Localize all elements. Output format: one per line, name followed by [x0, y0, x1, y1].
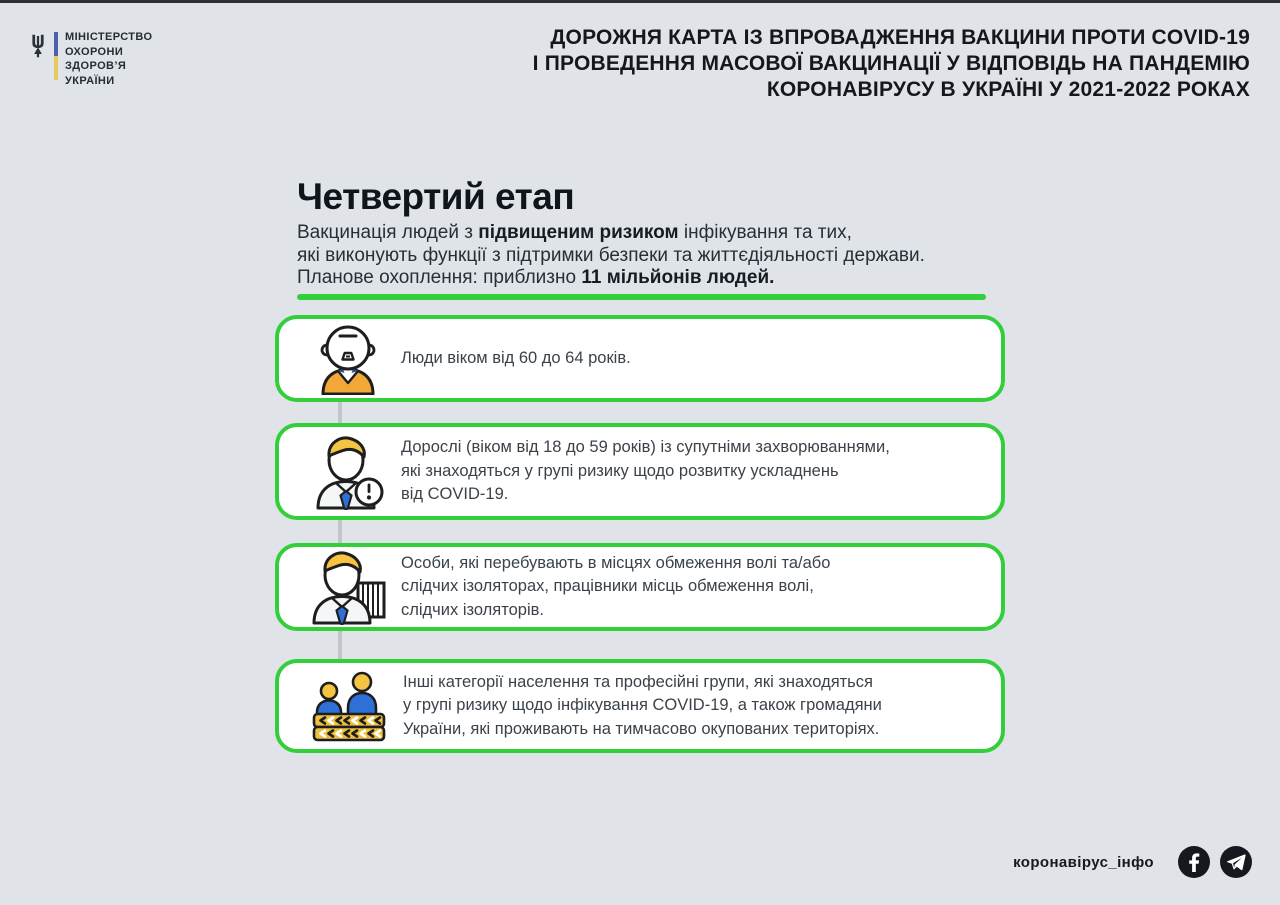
- card-text-line: які знаходяться у групі ризику щодо розв…: [401, 461, 839, 480]
- logo-line: МІНІСТЕРСТВО: [65, 31, 153, 43]
- card-text: Особи, які перебувають в місцях обмеженн…: [401, 552, 830, 623]
- telegram-icon[interactable]: [1220, 846, 1252, 878]
- elderly-man-icon: [309, 323, 387, 395]
- ukraine-trident-icon: [32, 34, 44, 58]
- card-text-line: слідчих ізоляторів.: [401, 600, 544, 619]
- roadmap-headline: ДОРОЖНЯ КАРТА ІЗ ВПРОВАДЖЕННЯ ВАКЦИНИ ПР…: [533, 25, 1250, 103]
- intro-text: які виконують функції з підтримки безпек…: [297, 244, 925, 266]
- card-text-line: Інші категорії населення та професійні г…: [403, 672, 873, 691]
- crowd-icon: [309, 670, 389, 742]
- stage-cards: Люди віком від 60 до 64 років. Дорослі (…: [275, 315, 1005, 753]
- card-text: Люди віком від 60 до 64 років.: [401, 347, 631, 371]
- footer: коронавірус_інфо: [1013, 844, 1252, 880]
- intro-text: Вакцинація людей з: [297, 222, 479, 243]
- logo-line: ЗДОРОВ’Я: [65, 60, 127, 72]
- top-edge-strip: [0, 0, 1280, 3]
- card-adults-comorbidities: Дорослі (віком від 18 до 59 років) із су…: [275, 423, 1005, 520]
- card-text: Дорослі (віком від 18 до 59 років) із су…: [401, 436, 890, 507]
- ministry-logo: МІНІСТЕРСТВО ОХОРОНИ ЗДОРОВ’Я УКРАЇНИ: [30, 30, 152, 88]
- intro-bold-coverage: 11 мільйонів людей.: [581, 267, 775, 288]
- card-text-line: Особи, які перебувають в місцях обмеженн…: [401, 553, 831, 572]
- adult-with-warning-icon: [309, 434, 387, 510]
- card-text-line: Люди віком від 60 до 64 років.: [401, 348, 631, 367]
- headline-line: КОРОНАВІРУСУ В УКРАЇНІ У 2021-2022 РОКАХ: [766, 78, 1250, 101]
- card-text-line: України, які проживають на тимчасово оку…: [403, 719, 880, 738]
- logo-line: ОХОРОНИ: [65, 45, 124, 58]
- card-text-line: від COVID-19.: [401, 485, 509, 504]
- card-text-line: Дорослі (віком від 18 до 59 років) із су…: [401, 438, 890, 457]
- card-text-line: у групі ризику щодо інфікування COVID-19…: [403, 696, 882, 715]
- detainee-behind-bars-icon: [309, 549, 387, 625]
- green-divider-line: [297, 294, 986, 300]
- ministry-logo-text: МІНІСТЕРСТВО ОХОРОНИ ЗДОРОВ’Я УКРАЇНИ: [65, 30, 152, 88]
- social-handle: коронавірус_інфо: [1013, 853, 1154, 871]
- cards-connector-line: [338, 395, 342, 665]
- logo-flag-bar: [54, 32, 58, 80]
- headline-line: І ПРОВЕДЕННЯ МАСОВОЇ ВАКЦИНАЦІЇ У ВІДПОВ…: [532, 52, 1250, 75]
- stage-intro-text: Вакцинація людей з підвищеним ризиком ін…: [297, 222, 925, 290]
- stage-title: Четвертий етап: [297, 176, 575, 217]
- logo-line: УКРАЇНИ: [65, 74, 115, 87]
- card-detention-facilities: Особи, які перебувають в місцях обмеженн…: [275, 543, 1005, 631]
- intro-text: інфікування та тих,: [678, 222, 852, 243]
- intro-bold-risk: підвищеним ризиком: [478, 222, 679, 243]
- facebook-icon[interactable]: [1178, 846, 1210, 878]
- headline-line: ДОРОЖНЯ КАРТА ІЗ ВПРОВАДЖЕННЯ ВАКЦИНИ ПР…: [550, 26, 1250, 49]
- card-text: Інші категорії населення та професійні г…: [403, 671, 882, 742]
- intro-text: Планове охоплення: приблизно: [297, 267, 582, 288]
- card-age-60-64: Люди віком від 60 до 64 років.: [275, 315, 1005, 402]
- card-other-groups: Інші категорії населення та професійні г…: [275, 659, 1005, 753]
- card-text-line: слідчих ізоляторах, працівники місць обм…: [401, 577, 814, 596]
